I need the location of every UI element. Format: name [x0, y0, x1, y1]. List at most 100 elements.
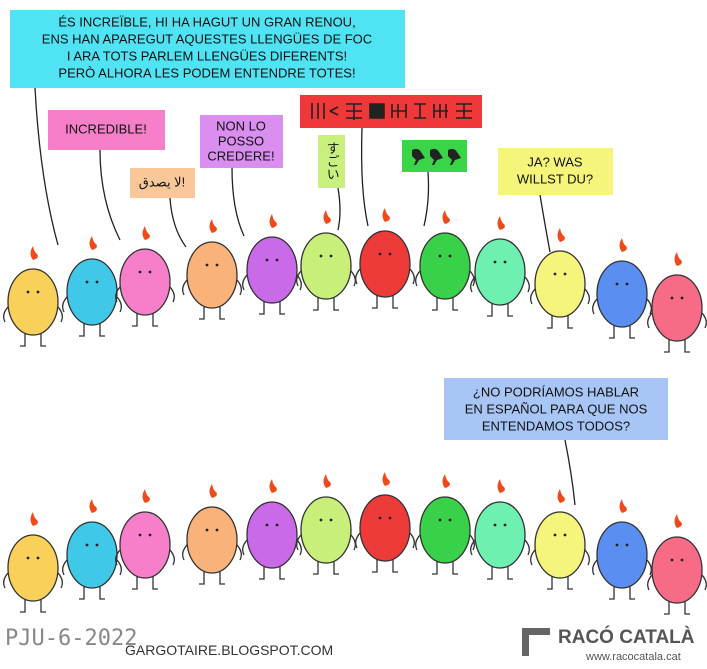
flame — [619, 238, 627, 252]
egg-character — [592, 238, 652, 339]
eye — [95, 543, 99, 547]
eye — [493, 523, 497, 527]
flame — [557, 228, 565, 242]
eye — [615, 282, 619, 286]
flame — [30, 246, 38, 260]
egg-body — [7, 268, 59, 336]
egg-character — [3, 246, 63, 347]
signature: PJU-6-2022 — [5, 626, 137, 651]
flame — [382, 208, 390, 222]
bubble-text: ÉS INCREÏBLE, HI HA HAGUT UN GRAN RENOU, — [58, 14, 355, 29]
leg — [259, 565, 285, 580]
bubble-text: لا يصدق! — [139, 174, 185, 189]
eye — [319, 254, 323, 258]
egg-body — [7, 534, 59, 602]
eye — [493, 260, 497, 264]
eye — [85, 543, 89, 547]
bubble-text: JA? WAS — [527, 154, 582, 169]
bubble-tail — [337, 187, 341, 231]
flame — [382, 472, 390, 486]
egg-body — [300, 496, 352, 564]
speech-bubble: لا يصدق! — [130, 168, 195, 248]
leg — [664, 600, 690, 615]
egg-body — [359, 494, 411, 562]
eye — [563, 533, 567, 537]
eye — [448, 254, 452, 258]
eye — [85, 280, 89, 284]
eye — [215, 263, 219, 267]
bubble-tail — [539, 194, 551, 253]
bubble-text: CREDERE! — [207, 148, 274, 163]
flame — [209, 219, 217, 233]
eye — [438, 518, 442, 522]
speech-bubble: INCREDIBLE! — [48, 110, 165, 241]
egg-body — [419, 496, 471, 564]
flame — [497, 216, 505, 230]
flame — [269, 214, 277, 228]
egg-character — [647, 514, 707, 615]
bubble-text: INCREDIBLE! — [65, 121, 147, 136]
egg-body — [534, 511, 586, 579]
eye — [503, 523, 507, 527]
leg — [20, 332, 46, 347]
flame — [89, 236, 97, 250]
eye — [448, 518, 452, 522]
brand-name: RACÓ CATALÀ — [558, 626, 695, 648]
leg — [259, 300, 285, 315]
leg — [609, 324, 635, 339]
leg — [487, 302, 513, 317]
eye — [553, 533, 557, 537]
eye — [625, 282, 629, 286]
egg-character — [530, 489, 590, 590]
egg-character — [242, 214, 302, 315]
flame — [442, 210, 450, 224]
eye — [95, 280, 99, 284]
speech-bubble: ÉS INCREÏBLE, HI HA HAGUT UN GRAN RENOU,… — [10, 10, 405, 246]
bubble-box — [444, 378, 668, 440]
bubble-tail — [564, 439, 576, 506]
egg-character — [115, 489, 175, 590]
flame — [674, 252, 682, 266]
speech-bubble — [300, 95, 482, 227]
eye — [26, 556, 30, 560]
speech-bubble: ¿NO PODRÍAMOS HABLAR EN ESPAÑOL PARA QUE… — [444, 378, 668, 506]
eye — [36, 290, 40, 294]
egg-character — [355, 472, 415, 573]
cuneiform-glyphs — [311, 103, 472, 120]
leg — [432, 296, 458, 311]
leg — [313, 296, 339, 311]
bird-glyphs — [412, 148, 461, 165]
eye — [319, 518, 323, 522]
speech-bubble: NON LO POSSO CREDERE! — [200, 115, 283, 237]
leg — [372, 558, 398, 573]
egg-body — [300, 232, 352, 300]
egg-body — [246, 236, 298, 304]
egg-body — [651, 536, 703, 604]
egg-character — [415, 474, 475, 575]
bubble-tail — [360, 127, 369, 227]
egg-body — [66, 258, 118, 326]
blog-url: GARGOTAIRE.BLOGSPOT.COM — [125, 642, 333, 658]
eye — [329, 254, 333, 258]
egg-body — [66, 521, 118, 589]
eye — [378, 516, 382, 520]
flame — [557, 489, 565, 503]
egg-body — [534, 250, 586, 318]
bubble-box — [318, 135, 345, 188]
bubble-tail — [34, 87, 59, 246]
bubble-text: WILLST DU? — [517, 171, 593, 186]
egg-character — [296, 210, 356, 311]
bubble-text: POSSO — [218, 133, 264, 148]
flame — [89, 499, 97, 513]
bubble-tail — [169, 197, 187, 248]
flame — [497, 479, 505, 493]
flame — [619, 499, 627, 513]
bubble-box — [498, 148, 613, 195]
eye — [680, 296, 684, 300]
eye — [625, 543, 629, 547]
brand-url: www.racocatala.cat — [585, 651, 681, 663]
bubble-text: PERÒ ALHORA LES PODEM ENTENDRE TOTES! — [58, 65, 355, 80]
egg-character — [647, 252, 707, 353]
eye — [553, 272, 557, 276]
